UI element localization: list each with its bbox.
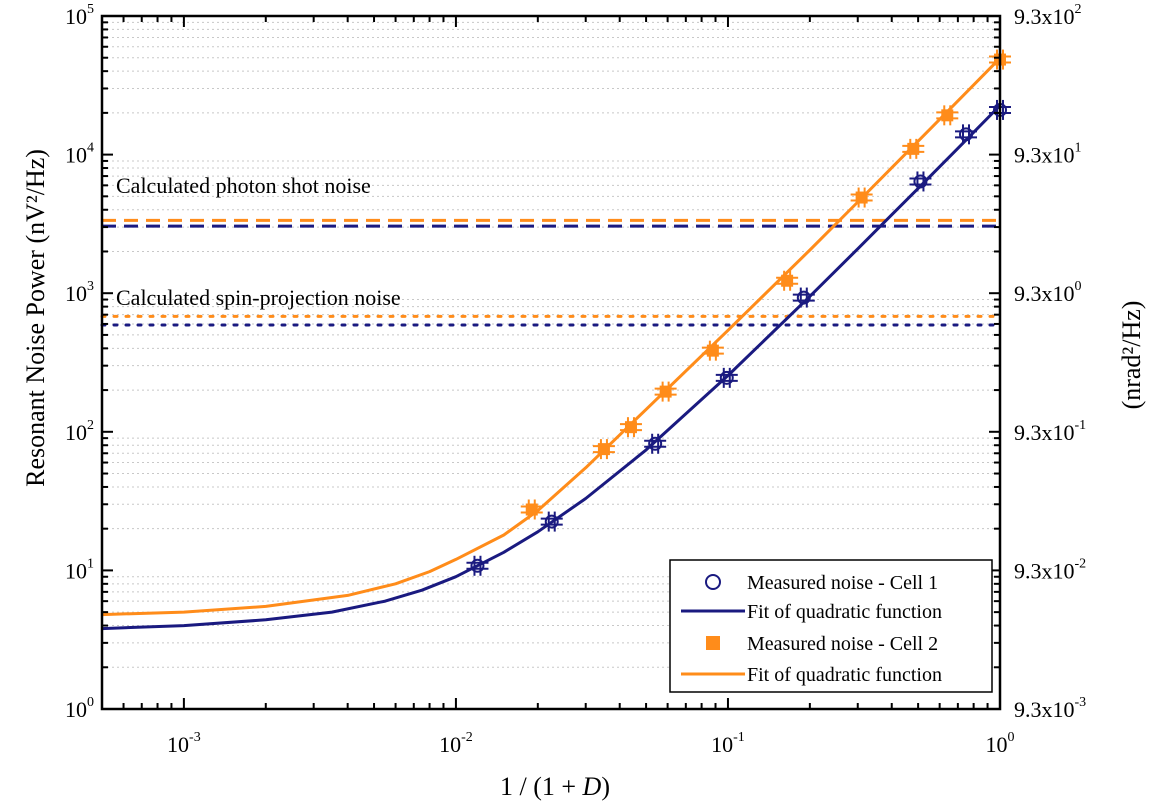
legend-marker-square [706, 636, 720, 650]
cell-2-point [936, 105, 959, 126]
y2-tick-label: 9.3x10-1 [1014, 418, 1086, 445]
legend-label: Fit of quadratic function [747, 601, 942, 623]
y-tick-label: 102 [65, 418, 94, 445]
cell-2-point [776, 270, 799, 291]
y2-tick-label: 9.3x101 [1014, 141, 1082, 168]
marker-square [597, 443, 610, 456]
marker-circle [959, 127, 974, 142]
marker-square [907, 142, 920, 155]
cell-1-point [540, 511, 563, 532]
cell-2-point [654, 381, 677, 402]
plot-frame [100, 14, 1002, 711]
marker-circle [648, 436, 663, 451]
marker-circle [913, 174, 928, 189]
legend: Measured noise - Cell 1 Fit of quadratic … [669, 559, 993, 693]
tick-marks [101, 15, 1001, 710]
y2-tick-label: 9.3x10-3 [1014, 695, 1086, 722]
legend-label: Measured noise - Cell 1 [747, 572, 938, 594]
reference-lines [100, 218, 1002, 327]
marker-circle [544, 514, 559, 529]
y2-tick-label: 9.3x102 [1014, 2, 1082, 29]
x-tick-label: 10-1 [711, 730, 745, 757]
cell-1-point [644, 433, 667, 454]
marker-square [781, 274, 794, 287]
y-tick-label: 101 [65, 556, 94, 583]
marker-square [855, 191, 868, 204]
spin-projection-noise-label: Calculated spin-projection noise [116, 285, 401, 310]
x-tick-label: 10-2 [439, 730, 473, 757]
marker-circle [719, 370, 734, 385]
x-tick-label: 100 [986, 730, 1015, 757]
fit-line [101, 57, 1002, 617]
marker-square [624, 421, 637, 434]
cell-1-point [909, 171, 932, 192]
cell-1-point [792, 287, 815, 308]
x-tick-label: 10-3 [167, 730, 201, 757]
cell-2-point [902, 138, 925, 159]
data-markers [466, 49, 1011, 576]
y-axis-title: Resonant Noise Power (nV²/Hz) [21, 149, 50, 487]
y2-tick-label: 9.3x10-2 [1014, 556, 1086, 583]
y-tick-label: 103 [65, 279, 94, 306]
legend-marker-circle [705, 574, 721, 590]
marker-square [525, 503, 538, 516]
cell-2-point [619, 417, 642, 438]
cell-2-point [520, 499, 543, 520]
legend-label: Fit of quadratic function [747, 664, 942, 686]
cell-2-point [850, 187, 873, 208]
cell-1-point [955, 124, 978, 145]
marker-square [941, 109, 954, 122]
y-tick-label: 100 [65, 695, 94, 722]
cell-1-point [466, 555, 489, 576]
annotations: Calculated photon shot noise Calculated s… [116, 173, 401, 310]
cell-1-point [715, 367, 738, 388]
x-axis-title: 1 / (1 + D) [500, 772, 610, 801]
cell-2-point [592, 439, 615, 460]
legend-label: Measured noise - Cell 2 [747, 633, 938, 655]
photon-shot-noise-label: Calculated photon shot noise [116, 173, 371, 198]
y-tick-label: 105 [65, 2, 94, 29]
tick-labels: 10-3 10-2 10-1 100 100 101 102 103 104 105 9.3x10-… [65, 2, 1086, 757]
y2-axis-title: (nrad²/Hz) [1117, 301, 1146, 410]
marker-circle [470, 558, 485, 573]
y2-tick-label: 9.3x100 [1014, 279, 1082, 306]
cell-2-point [701, 340, 724, 361]
fit-line [101, 104, 1002, 631]
y-tick-label: 104 [65, 141, 94, 168]
marker-circle [796, 290, 811, 305]
marker-square [659, 385, 672, 398]
marker-square [706, 344, 719, 357]
legend-box [669, 559, 993, 693]
fit-lines [101, 57, 1002, 631]
